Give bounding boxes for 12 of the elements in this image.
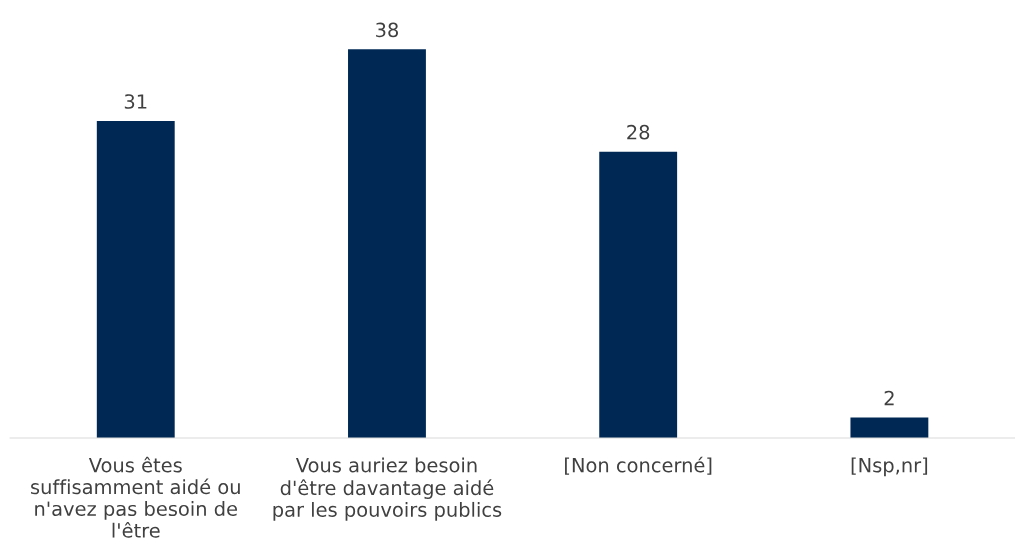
x-tick-label: [Non concerné] xyxy=(565,456,712,475)
bar xyxy=(348,49,426,438)
x-tick-label: Vous êtes suffisamment aidé ou n'avez pas besoin de l'être xyxy=(31,456,240,538)
bar xyxy=(96,120,175,438)
data-label: 31 xyxy=(124,94,147,109)
data-label: 28 xyxy=(627,124,650,140)
bar xyxy=(850,417,929,438)
bar xyxy=(599,151,678,438)
x-tick-label: Vous auriez besoin d'être davantage aidé par les pouvoirs publics xyxy=(273,457,502,521)
data-label: 2 xyxy=(884,390,894,406)
x-tick-label: [Nsp,nr] xyxy=(851,457,928,477)
data-label: 38 xyxy=(376,22,399,38)
